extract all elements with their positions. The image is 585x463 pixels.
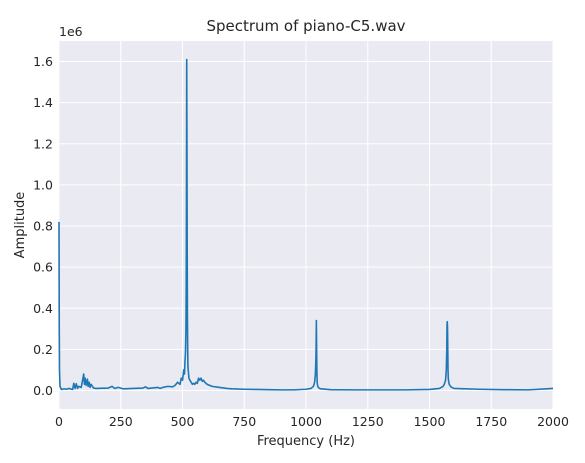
- y-tick-label: 1.2: [33, 136, 53, 151]
- y-tick-label: 1.6: [33, 54, 53, 69]
- y-tick-label: 0.0: [33, 383, 53, 398]
- series-group: [58, 58, 554, 391]
- spectrum-line: [58, 58, 554, 391]
- x-tick-label: 750: [232, 414, 256, 429]
- y-tick-label: 1.0: [33, 177, 53, 192]
- y-offset-label: 1e6: [59, 24, 83, 39]
- x-axis-label: Frequency (Hz): [257, 434, 355, 449]
- y-tick-label: 0.8: [33, 219, 53, 234]
- y-tick-label: 0.4: [33, 301, 53, 316]
- chart-title: Spectrum of piano-C5.wav: [206, 17, 405, 35]
- x-tick-label: 1500: [414, 414, 446, 429]
- y-tick-label: 1.4: [33, 95, 53, 110]
- x-tick-label: 1750: [475, 414, 507, 429]
- x-tick-label: 1250: [352, 414, 384, 429]
- x-tick-labels: 0 250 500 750 1000 1250 1500 1750 2000: [55, 414, 569, 429]
- x-tick-label: 0: [55, 414, 63, 429]
- x-tick-label: 2000: [537, 414, 569, 429]
- y-tick-label: 0.6: [33, 260, 53, 275]
- x-tick-label: 500: [171, 414, 195, 429]
- y-tick-label: 0.2: [33, 342, 53, 357]
- x-tick-label: 250: [109, 414, 133, 429]
- x-tick-label: 1000: [290, 414, 322, 429]
- grid-lines: [58, 41, 554, 409]
- y-tick-labels: 0.0 0.2 0.4 0.6 0.8 1.0 1.2 1.4 1.6: [33, 54, 53, 398]
- y-axis-label: Amplitude: [13, 192, 28, 259]
